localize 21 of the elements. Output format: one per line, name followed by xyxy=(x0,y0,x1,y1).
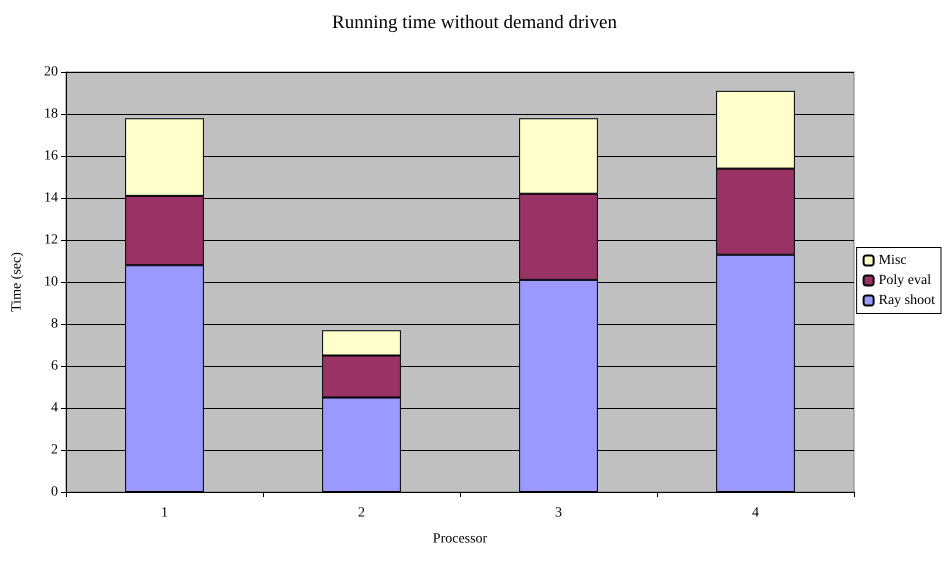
x-tick-label: 2 xyxy=(358,506,365,520)
y-tick-label: 0 xyxy=(51,484,58,500)
y-tick-label: 20 xyxy=(44,64,58,80)
y-tick-label: 4 xyxy=(51,400,58,416)
y-tick-label: 16 xyxy=(44,148,58,164)
y-tick-label: 12 xyxy=(44,232,58,248)
y-axis-title: Time (sec) xyxy=(10,252,24,312)
legend-label: Ray shoot xyxy=(878,293,936,308)
y-tick-label: 18 xyxy=(44,106,58,122)
y-tick-label: 6 xyxy=(51,358,58,374)
x-tick-label: 1 xyxy=(161,506,168,520)
x-tick-label: 4 xyxy=(752,506,759,520)
y-tick-label: 10 xyxy=(44,274,58,290)
y-tick-label: 2 xyxy=(51,442,58,458)
legend-label: Misc xyxy=(878,253,907,268)
y-tick-label: 14 xyxy=(44,190,58,206)
x-axis-title: Processor xyxy=(432,532,488,546)
legend-label: Poly eval xyxy=(878,273,932,288)
chart-title: Running time without demand driven xyxy=(332,12,618,33)
x-tick-label: 3 xyxy=(555,506,562,520)
y-tick-label: 8 xyxy=(51,316,58,332)
